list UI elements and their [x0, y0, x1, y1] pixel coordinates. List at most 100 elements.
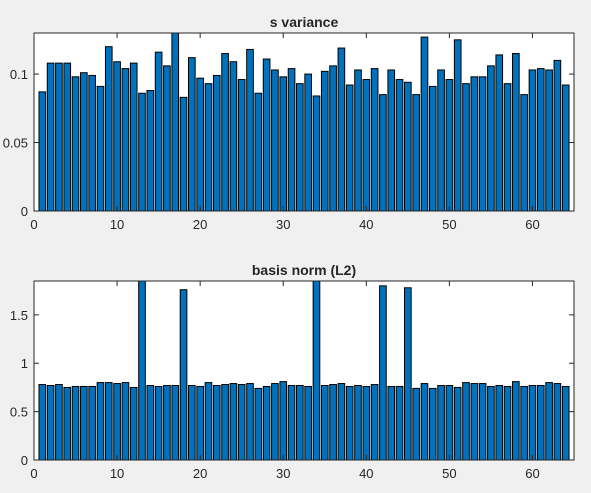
bar-1 — [38, 91, 47, 211]
bar-33 — [304, 73, 312, 211]
bar-45 — [404, 81, 412, 211]
bar-19 — [188, 57, 196, 211]
bar-43 — [387, 69, 396, 211]
bar-33 — [304, 385, 312, 460]
bar-19 — [188, 385, 196, 460]
bar-32 — [296, 385, 304, 460]
bar-26 — [246, 383, 254, 460]
bar-48 — [428, 85, 437, 211]
bar-11 — [121, 68, 130, 211]
bar-18 — [179, 96, 188, 211]
bar-27 — [254, 387, 263, 460]
bar-30 — [279, 76, 288, 211]
bar-8 — [96, 85, 105, 211]
x-tick-label: 60 — [525, 217, 539, 232]
bar-21 — [204, 382, 213, 460]
bar-4 — [63, 62, 72, 211]
bar-48 — [428, 387, 437, 460]
bar-31 — [287, 68, 296, 211]
bar-12 — [129, 62, 138, 211]
bar-17 — [171, 385, 180, 460]
bar-20 — [196, 77, 204, 211]
y-tick-label: 1 — [21, 356, 28, 371]
bar-22 — [212, 74, 221, 211]
x-tick-label: 30 — [276, 217, 290, 232]
bar-61 — [536, 385, 545, 460]
bar-3 — [55, 62, 63, 211]
bar-56 — [495, 385, 504, 460]
bar-52 — [462, 83, 470, 211]
x-tick-label: 10 — [110, 217, 124, 232]
bar-37 — [337, 47, 346, 211]
bar-30 — [279, 381, 288, 460]
plot-basis-norm: 0 10 20 30 40 50 60 0 0.5 1 1.5 basis norm (L2) — [10, 262, 575, 481]
bar-39 — [354, 385, 362, 460]
bar-7 — [88, 74, 96, 211]
bar-13 — [138, 92, 146, 211]
bar-56 — [495, 54, 504, 211]
plot-s-variance: 0 10 20 30 40 50 60 0 0.05 0.1 s variance — [3, 14, 575, 232]
bar-22 — [212, 385, 221, 460]
bar-36 — [329, 384, 337, 460]
bar-9 — [104, 46, 113, 211]
bar-63 — [553, 59, 562, 211]
bar-5 — [71, 385, 80, 460]
bar-15 — [154, 385, 163, 460]
bar-50 — [445, 79, 454, 211]
x-tick-label: 50 — [442, 217, 456, 232]
bar-57 — [503, 83, 512, 211]
bar-43 — [387, 385, 396, 460]
bar-34 — [312, 281, 321, 460]
bar-42 — [379, 285, 387, 460]
x-tick-label: 0 — [30, 466, 37, 481]
x-tick-label: 50 — [442, 466, 456, 481]
bar-54 — [478, 76, 487, 211]
bar-35 — [320, 70, 329, 211]
x-tick-label: 40 — [359, 217, 373, 232]
bar-51 — [453, 386, 462, 460]
bar-17 — [171, 33, 180, 211]
bar-4 — [63, 386, 72, 460]
bar-44 — [395, 385, 404, 460]
bar-54 — [478, 383, 487, 460]
bar-21 — [204, 83, 213, 211]
bar-40 — [362, 385, 371, 460]
bar-16 — [163, 65, 171, 211]
bar-15 — [154, 51, 163, 211]
chart-title: s variance — [270, 14, 339, 30]
bar-27 — [254, 92, 263, 211]
bar-44 — [395, 79, 404, 211]
x-tick-label: 20 — [193, 466, 207, 481]
bar-10 — [113, 383, 121, 460]
bar-11 — [121, 382, 130, 460]
bar-31 — [287, 385, 296, 460]
bar-5 — [71, 76, 80, 211]
bar-64 — [561, 385, 570, 460]
bar-37 — [337, 383, 346, 460]
bar-25 — [237, 79, 246, 211]
bar-62 — [545, 382, 553, 460]
bars — [38, 33, 570, 211]
bar-29 — [271, 69, 279, 211]
bar-64 — [561, 84, 570, 211]
bar-14 — [146, 90, 155, 211]
bar-16 — [163, 385, 171, 460]
bar-20 — [196, 385, 204, 460]
bar-47 — [420, 383, 429, 460]
bar-8 — [96, 382, 105, 460]
x-tick-label: 60 — [525, 466, 539, 481]
y-tick-label: 0 — [21, 204, 28, 219]
bar-53 — [470, 383, 479, 460]
bar-2 — [46, 62, 55, 211]
axes-frame — [33, 280, 575, 461]
bar-47 — [420, 36, 429, 211]
bar-62 — [545, 69, 553, 211]
bar-24 — [229, 61, 238, 211]
bar-46 — [412, 94, 420, 211]
x-tick-label: 0 — [30, 217, 37, 232]
bar-55 — [487, 385, 495, 460]
chart-title: basis norm (L2) — [252, 262, 356, 278]
bar-7 — [88, 385, 96, 460]
bar-41 — [370, 384, 379, 460]
